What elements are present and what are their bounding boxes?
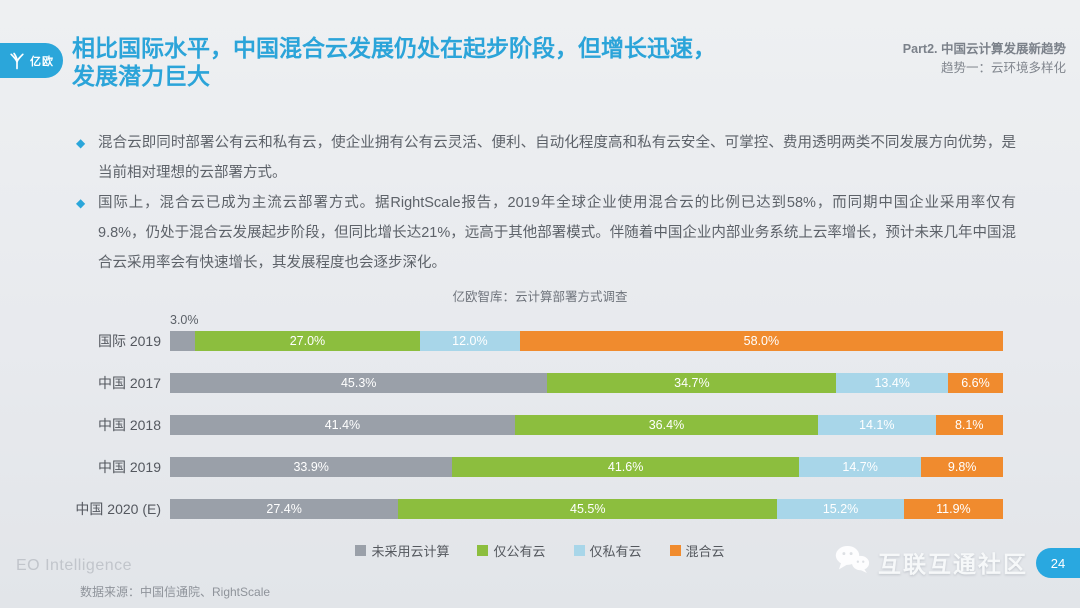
chart-row: 中国 2017 45.3% 34.7% 13.4% 6.6% [0,373,1080,393]
watermark-text: 互联互通社区 [878,551,1028,577]
bar-segment: 13.4% [836,373,948,393]
bar-segment-value: 13.4% [874,376,910,390]
bar-track: 3.0% 27.0% 12.0% 58.0% [170,313,1003,351]
bar-track: 33.9% 41.6% 14.7% 9.8% [170,457,1003,477]
category-label: 中国 2018 [97,417,161,433]
legend-label: 仅公有云 [493,544,546,559]
bar-segment: 27.4% [170,499,399,519]
bar-segment: 14.7% [798,457,922,477]
bar-segment: 45.3% [170,373,548,393]
stacked-bar-chart: 亿欧智库：云计算部署方式调查 国际 2019 3.0% 27.0% 12.0% 58.0… [0,286,1080,560]
page-title-line1: 相比国际水平，中国混合云发展仍处在起步阶段，但增长迅速， [72,35,716,61]
legend-item: 混合云 [669,541,725,560]
bar-segment: 58.0% [519,331,1003,351]
watermark: 互联互通社区 [834,544,1028,580]
bar-segment: 3.0% [170,313,199,351]
category-label: 中国 2017 [97,375,161,391]
legend-swatch [573,545,585,556]
diamond-bullet-icon: ◆ [76,196,86,210]
section-info: Part2. 中国云计算发展新趋势 趋势一：云环境多样化 [903,40,1066,78]
bar-segment-value: 41.6% [607,460,644,474]
bar-segment: 33.9% [170,457,453,477]
chart-row: 中国 2019 33.9% 41.6% 14.7% 9.8% [0,457,1080,477]
bar-track: 41.4% 36.4% 14.1% 8.1% [170,415,1003,435]
bar-segment-value: 27.0% [289,334,326,348]
bar-segment-value: 6.6% [961,376,990,390]
eo-logo: 亿欧 [0,43,63,78]
chart-row: 中国 2018 41.4% 36.4% 14.1% 8.1% [0,415,1080,435]
page-title-line2: 发展潜力巨大 [72,63,210,89]
bar-track: 45.3% 34.7% 13.4% 6.6% [170,373,1003,393]
bar-segment: 9.8% [921,457,1003,477]
bar-segment-value: 14.7% [842,460,878,474]
section-part-label: Part2. 中国云计算发展新趋势 [902,42,1066,56]
chart-plot-area: 国际 2019 3.0% 27.0% 12.0% 58.0% 中国 2017 45.3% 34… [0,313,1080,519]
bar-segment: 14.1% [818,415,936,435]
section-trend-label: 趋势一：云环境多样化 [940,61,1066,75]
bar-segment-value: 58.0% [743,334,780,348]
bar-segment: 15.2% [777,499,904,519]
bar-segment-value: 41.4% [324,418,361,432]
legend-swatch [355,545,367,556]
legend-label: 仅私有云 [589,544,642,559]
legend-label: 未采用云计算 [371,544,450,559]
bar-segment: 27.0% [194,331,420,351]
bar-segment-value: 45.5% [570,502,606,516]
bar-segment-value: 15.2% [822,502,859,516]
bullet-item: ◆ 国际上，混合云已成为主流云部署方式。据RightScale报告，2019年全… [76,188,1016,278]
bar-segment-value: 33.9% [293,460,329,474]
bar-segment: 45.5% [398,499,778,519]
category-label: 国际 2019 [97,333,161,349]
chart-row: 中国 2020 (E) 27.4% 45.5% 15.2% 11.9% [0,499,1080,519]
chart-row: 国际 2019 3.0% 27.0% 12.0% 58.0% [0,313,1080,351]
bar-segment: 34.7% [547,373,837,393]
data-source-note: 数据来源：中国信通院、RightScale [80,585,271,599]
chart-legend: 未采用云计算 仅公有云 仅私有云 混合云 [0,541,1080,560]
legend-item: 未采用云计算 [355,541,449,560]
bar-track: 27.4% 45.5% 15.2% 11.9% [170,499,1003,519]
bar-segment: 41.6% [452,457,799,477]
eo-intelligence-brand: EO Intelligence [16,557,133,574]
category-label: 中国 2019 [97,459,161,475]
legend-label: 混合云 [685,544,725,559]
chart-title: 亿欧智库：云计算部署方式调查 [452,290,628,304]
bar-segment: 36.4% [514,415,819,435]
page-title: 相比国际水平，中国混合云发展仍处在起步阶段，但增长迅速， 发展潜力巨大 [72,34,832,90]
bullet-item: ◆ 混合云即同时部署公有云和私有云，使企业拥有公有云灵活、便利、自动化程度高和私… [76,128,1016,188]
bar-segment-value: 3.0% [170,313,199,327]
bar-segment-value: 12.0% [452,334,488,348]
bar-segment: 8.1% [935,415,1003,435]
bar-segment-value: 36.4% [648,418,685,432]
diamond-bullet-icon: ◆ [76,136,86,150]
bar-segment-value: 9.8% [947,460,977,474]
bar-segment: 12.0% [419,331,520,351]
bar-segment-value: 27.4% [266,502,302,516]
bullet-text: 国际上，混合云已成为主流云部署方式。据RightScale报告，2019年全球企… [98,195,1016,271]
bar-segment: 11.9% [903,499,1003,519]
bullet-list: ◆ 混合云即同时部署公有云和私有云，使企业拥有公有云灵活、便利、自动化程度高和私… [76,128,1016,278]
eo-logo-icon [7,51,27,71]
bar-segment-value: 45.3% [340,376,377,390]
bar-segment: 6.6% [948,373,1003,393]
legend-item: 仅私有云 [573,541,642,560]
bullet-text: 混合云即同时部署公有云和私有云，使企业拥有公有云灵活、便利、自动化程度高和私有云… [98,135,1016,181]
eo-logo-text: 亿欧 [30,55,54,68]
legend-swatch [477,545,489,556]
bar-segment-value: 11.9% [936,502,971,516]
category-label: 中国 2020 (E) [75,501,161,517]
bar-segment-value: 34.7% [674,376,710,390]
bar-segment-value: 8.1% [954,418,984,432]
page-number-badge: 24 [1036,548,1080,578]
bar-segment-value: 14.1% [859,418,895,432]
wechat-icon [834,544,870,580]
legend-swatch [669,545,681,556]
bar-segment: 41.4% [170,415,515,435]
legend-item: 仅公有云 [477,541,546,560]
